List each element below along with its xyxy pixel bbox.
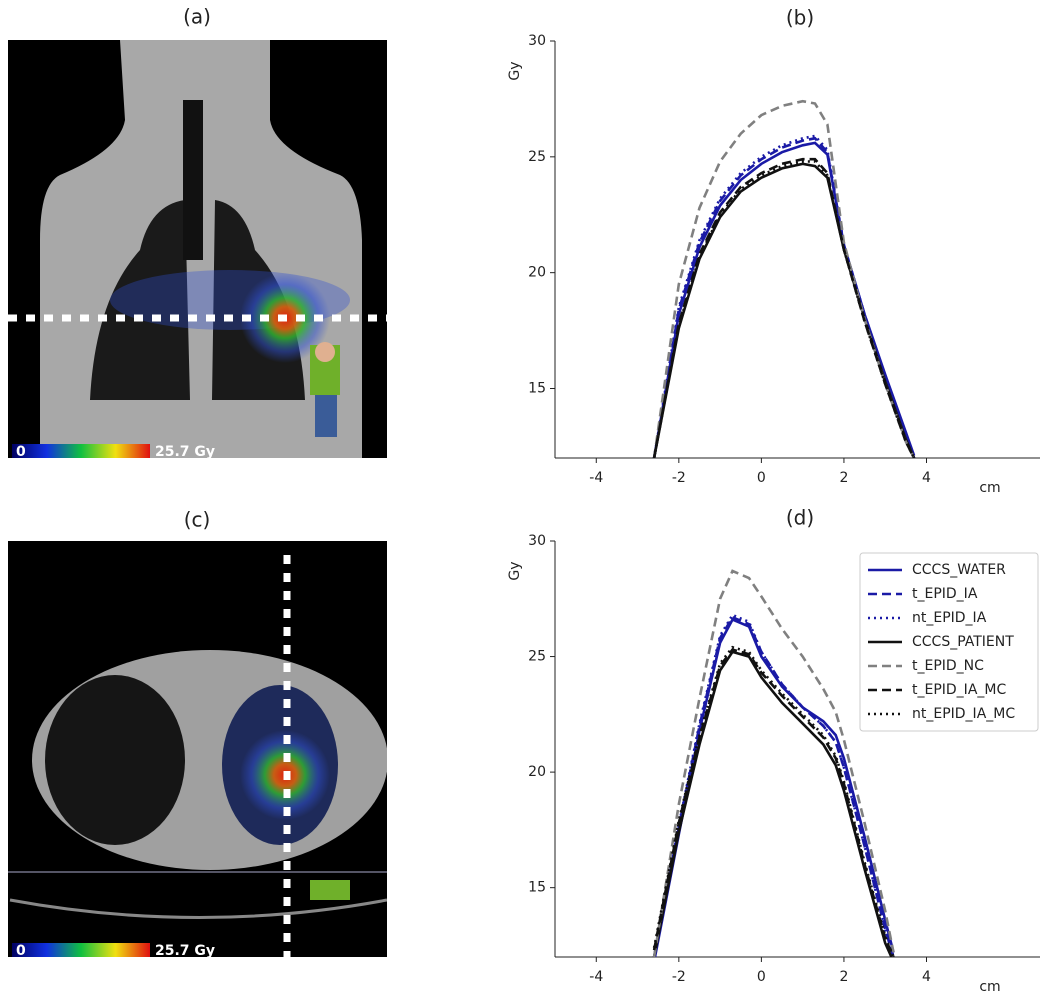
colorbar-label: 25.7 Gy bbox=[155, 943, 215, 959]
y-tick-label: 30 bbox=[528, 33, 546, 49]
series-line bbox=[652, 162, 916, 458]
panel-title: (a) bbox=[183, 5, 211, 29]
panel-title: (c) bbox=[184, 508, 211, 532]
x-tick-label: 0 bbox=[757, 969, 766, 985]
x-tick-label: -2 bbox=[672, 470, 686, 486]
legend-label: t_EPID_NC bbox=[912, 658, 984, 674]
series-line bbox=[652, 134, 916, 458]
legend-label: nt_EPID_IA_MC bbox=[912, 706, 1015, 722]
series-line bbox=[652, 160, 916, 458]
x-axis-label: cm bbox=[979, 979, 1000, 994]
plot-area bbox=[652, 99, 916, 458]
x-tick-label: 2 bbox=[839, 969, 848, 985]
x-tick-label: -4 bbox=[589, 969, 603, 985]
x-tick-label: 0 bbox=[757, 470, 766, 486]
x-tick-label: -4 bbox=[589, 470, 603, 486]
chart-title: (d) bbox=[786, 506, 814, 530]
legend-label: CCCS_WATER bbox=[912, 562, 1006, 578]
legend-label: CCCS_PATIENT bbox=[912, 634, 1014, 650]
legend-box bbox=[859, 552, 1039, 732]
y-tick-label: 15 bbox=[528, 880, 546, 896]
series-line bbox=[652, 99, 916, 458]
y-tick-label: 25 bbox=[528, 149, 546, 165]
y-tick-label: 20 bbox=[528, 265, 546, 281]
series-line bbox=[652, 136, 916, 458]
series-line bbox=[652, 613, 895, 957]
x-axis-label: cm bbox=[979, 480, 1000, 496]
x-tick-label: 2 bbox=[839, 470, 848, 486]
y-tick-label: 30 bbox=[528, 533, 546, 549]
series-line bbox=[652, 141, 916, 458]
y-axis-label: Gy bbox=[507, 61, 523, 80]
series-line bbox=[652, 569, 895, 957]
y-tick-label: 15 bbox=[528, 381, 546, 397]
y-axis-label: Gy bbox=[507, 561, 523, 580]
x-tick-label: 4 bbox=[922, 969, 931, 985]
legend-label: t_EPID_IA_MC bbox=[912, 682, 1006, 698]
series-line bbox=[653, 617, 895, 957]
x-tick-label: -2 bbox=[672, 969, 686, 985]
x-tick-label: 4 bbox=[922, 470, 931, 486]
legend-label: nt_EPID_IA bbox=[912, 610, 987, 626]
chart-title: (b) bbox=[786, 6, 814, 30]
series-line bbox=[652, 650, 893, 957]
y-tick-label: 25 bbox=[528, 649, 546, 665]
y-tick-label: 20 bbox=[528, 764, 546, 780]
series-line bbox=[652, 157, 916, 458]
legend-label: t_EPID_IA bbox=[912, 586, 978, 602]
colorbar-label: 0 bbox=[16, 444, 26, 460]
ct-coronal bbox=[8, 40, 387, 458]
plot-area bbox=[652, 569, 895, 957]
colorbar-label: 0 bbox=[16, 943, 26, 959]
ct-axial bbox=[8, 541, 387, 957]
colorbar-label: 25.7 Gy bbox=[155, 444, 215, 460]
series-line bbox=[652, 648, 895, 957]
